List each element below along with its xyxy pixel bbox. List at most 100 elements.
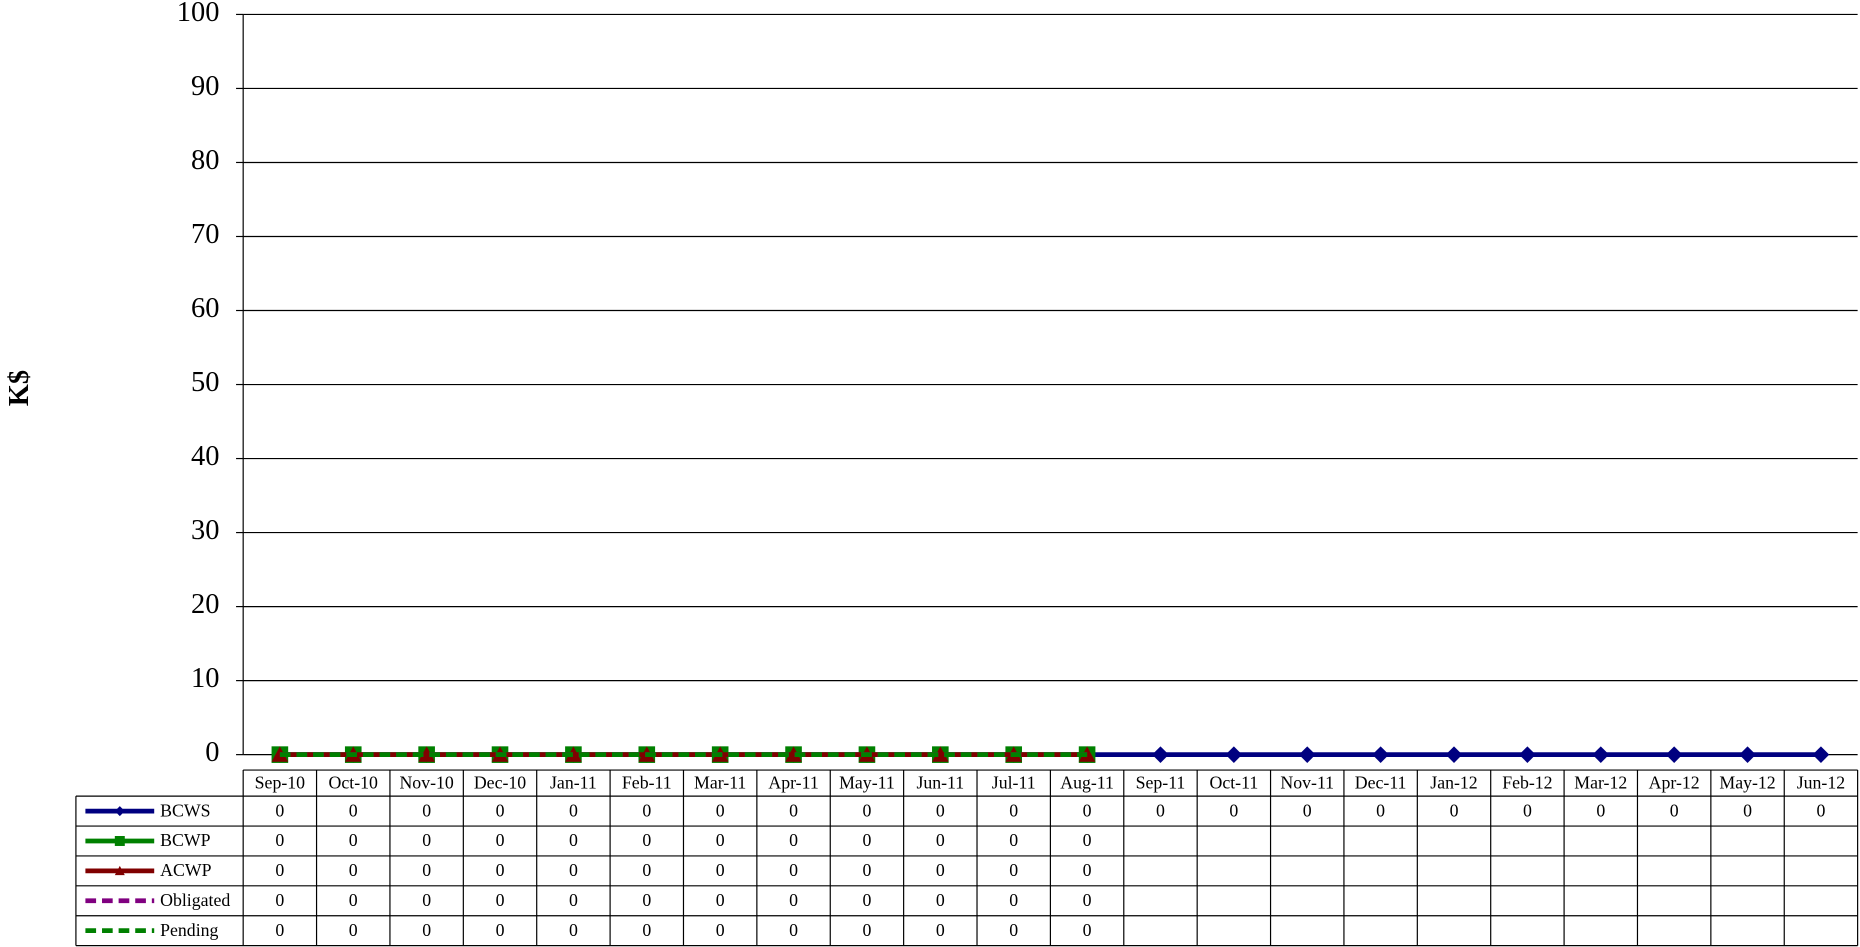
table-value: 0 [936,860,945,880]
x-tick-label: Dec-11 [1355,772,1407,792]
table-value: 0 [1376,800,1385,820]
marker [1739,746,1756,763]
table-value: 0 [716,860,725,880]
legend-marker [114,865,125,876]
table-value: 0 [569,830,578,850]
x-tick-label: Nov-10 [399,772,453,792]
x-tick-label: Oct-11 [1210,772,1259,792]
table-value: 0 [496,830,505,850]
table-value: 0 [642,830,651,850]
table-value: 0 [1083,890,1092,910]
marker [1372,746,1389,763]
table-value: 0 [1596,800,1605,820]
table-value: 0 [275,860,284,880]
table-value: 0 [936,890,945,910]
legend-label: ACWP [160,860,211,880]
x-tick-label: Oct-10 [329,772,378,792]
table-value: 0 [422,920,431,940]
x-tick-label: Jun-12 [1797,772,1845,792]
marker [1445,746,1463,763]
y-axis-label: K$ [4,370,35,406]
marker [1519,746,1536,763]
table-value: 0 [1009,920,1018,940]
table-value: 0 [716,830,725,850]
table-value: 0 [275,830,284,850]
y-tick-label: 70 [191,219,219,250]
table-value: 0 [1816,800,1825,820]
table-value: 0 [1670,800,1679,820]
y-tick-label: 60 [191,293,219,324]
y-tick-label: 90 [191,71,219,102]
x-tick-label: May-11 [839,772,895,792]
table-value: 0 [349,800,358,820]
table-value: 0 [422,860,431,880]
x-tick-label: Nov-11 [1280,772,1334,792]
legend-label: Pending [160,920,218,940]
marker [1592,746,1610,763]
x-tick-label: Mar-11 [694,772,746,792]
y-tick-label: 0 [205,737,219,768]
table-value: 0 [642,800,651,820]
table-value: 0 [1083,830,1092,850]
x-tick-label: Mar-12 [1574,772,1627,792]
table-value: 0 [1450,800,1459,820]
table-value: 0 [1156,800,1165,820]
table-value: 0 [642,920,651,940]
y-tick-label: 10 [191,663,219,694]
marker [1298,746,1316,763]
y-tick-label: 80 [191,145,219,176]
table-value: 0 [862,830,871,850]
table-value: 0 [275,890,284,910]
table-value: 0 [789,830,798,850]
x-tick-label: Sep-10 [255,772,305,792]
x-tick-label: Feb-11 [622,772,672,792]
table-value: 0 [422,830,431,850]
table-value: 0 [1229,800,1238,820]
table-value: 0 [862,860,871,880]
marker [1152,746,1169,763]
table-value: 0 [496,860,505,880]
legend-marker [114,836,125,846]
table-value: 0 [422,890,431,910]
table-value: 0 [789,860,798,880]
table-value: 0 [936,800,945,820]
x-tick-label: Dec-10 [474,772,526,792]
table-value: 0 [716,920,725,940]
x-tick-label: Sep-11 [1136,772,1186,792]
x-tick-label: Feb-12 [1502,772,1552,792]
table-value: 0 [716,890,725,910]
table-value: 0 [642,860,651,880]
marker [785,746,802,762]
table-value: 0 [349,830,358,850]
table-value: 0 [1523,800,1532,820]
table-value: 0 [496,890,505,910]
table-value: 0 [936,830,945,850]
x-tick-label: Jan-11 [550,772,597,792]
table-value: 0 [496,920,505,940]
table-value: 0 [569,920,578,940]
y-tick-label: 100 [177,0,220,28]
table-value: 0 [349,920,358,940]
y-tick-label: 20 [191,589,219,620]
table-value: 0 [1743,800,1752,820]
table-value: 0 [1009,800,1018,820]
legend-label: BCWS [160,800,210,820]
table-value: 0 [1009,890,1018,910]
x-tick-label: May-12 [1719,772,1775,792]
table-value: 0 [1083,860,1092,880]
table-value: 0 [569,800,578,820]
table-value: 0 [789,800,798,820]
table-value: 0 [1083,800,1092,820]
marker [1665,746,1683,763]
x-tick-label: Apr-11 [768,772,818,792]
table-value: 0 [1009,860,1018,880]
table-value: 0 [642,890,651,910]
legend-label: Obligated [160,890,230,910]
marker [565,746,582,762]
x-tick-label: Apr-12 [1649,772,1700,792]
table-value: 0 [789,890,798,910]
y-tick-label: 40 [191,441,219,472]
y-tick-label: 50 [191,367,219,398]
table-value: 0 [789,920,798,940]
